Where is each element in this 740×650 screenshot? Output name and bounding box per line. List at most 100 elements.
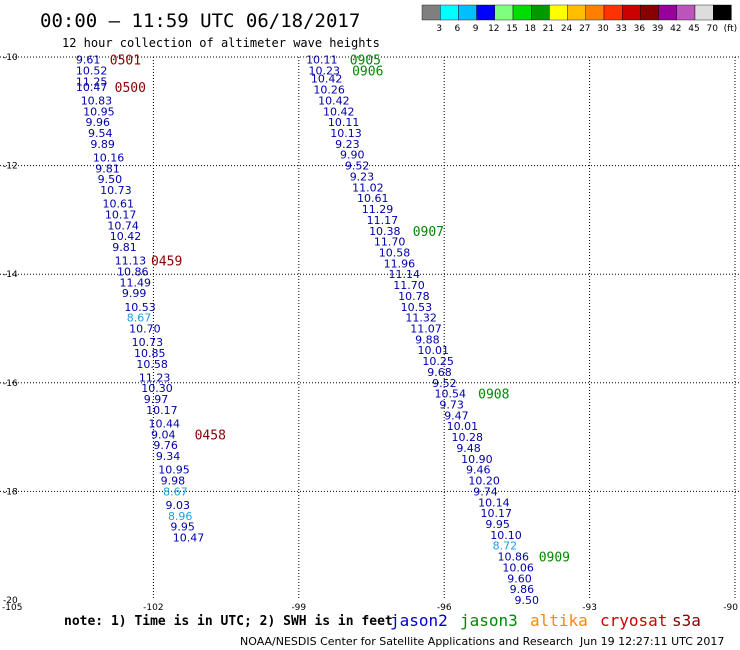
- wave-height-label: 9.98: [161, 475, 186, 488]
- wave-height-label: 9.96: [86, 116, 111, 129]
- colorbar-tick-label: 9: [473, 24, 479, 34]
- colorbar-swatch: [603, 4, 623, 21]
- wave-height-label: 10.01: [447, 420, 479, 433]
- colorbar-tick-label: 6: [455, 24, 461, 34]
- pass-time-label: 0500: [115, 81, 146, 96]
- wave-height-values: 9.6110.5211.2510.4710.8310.959.969.549.8…: [76, 54, 539, 607]
- legend-entry-s3a: s3a: [672, 611, 701, 630]
- wave-height-label: 10.86: [498, 551, 529, 564]
- colorbar-tick-label: 3: [436, 24, 442, 34]
- credit-text: NOAA/NESDIS Center for Satellite Applica…: [240, 635, 573, 648]
- wave-height-label: 9.54: [88, 127, 113, 140]
- colorbar-swatch: [585, 4, 605, 21]
- wave-height-label: 10.20: [468, 475, 500, 488]
- colorbar-swatch: [622, 4, 641, 21]
- pass-time-label: 0501: [110, 54, 141, 69]
- x-tick-label: -93: [582, 603, 597, 613]
- wave-height-label: 9.99: [122, 287, 147, 300]
- longitude-tick-labels: -105 -102 -99 -96 -93 -90: [2, 603, 738, 613]
- wave-height-label: 10.30: [141, 382, 173, 395]
- y-tick-label: -10: [3, 53, 18, 63]
- wave-height-label: 9.48: [456, 442, 481, 455]
- wave-height-label: 8.72: [493, 540, 517, 553]
- wave-height-label: 9.61: [76, 54, 101, 67]
- wave-height-label: 11.70: [374, 236, 406, 249]
- generated-timestamp: Jun 19 12:27:11 UTC 2017: [579, 635, 724, 648]
- colorbar-tick-label: 30: [597, 24, 609, 34]
- wave-height-label: 10.85: [134, 347, 166, 360]
- colorbar-swatch: [676, 4, 696, 21]
- wave-height-label: 9.52: [432, 377, 457, 390]
- wave-height-label: 9.23: [350, 170, 375, 183]
- pass-time-label: 0458: [195, 428, 226, 443]
- colorbar-swatch: [658, 4, 677, 21]
- colorbar-swatch: [531, 4, 550, 21]
- wave-height-label: 9.89: [90, 138, 115, 151]
- wave-height-label: 10.83: [81, 94, 113, 107]
- wave-height-label: 11.07: [410, 323, 442, 336]
- colorbar-tick-label: 24: [561, 24, 573, 34]
- wave-height-label: 10.38: [369, 225, 401, 238]
- wave-height-label: 10.06: [502, 561, 534, 574]
- wave-height-label: 10.42: [323, 105, 355, 118]
- wave-height-label: 10.13: [330, 127, 362, 140]
- colorbar-tick-label: 21: [543, 24, 554, 34]
- legend-entry-altika: altika: [530, 611, 588, 630]
- x-tick-label: -105: [2, 603, 22, 613]
- x-tick-label: -99: [291, 603, 306, 613]
- pass-time-label: 0905: [350, 54, 381, 69]
- x-tick-label: -102: [143, 603, 163, 613]
- legend-entry-jason2: jason2: [390, 611, 448, 630]
- wave-height-label: 9.34: [156, 450, 181, 463]
- colorbar-tick-label: (ft): [724, 24, 738, 34]
- pass-time-label: 0909: [539, 551, 570, 566]
- colorbar-swatch: [494, 4, 514, 21]
- colorbar-swatch: [640, 4, 659, 21]
- wave-height-label: 10.25: [422, 355, 454, 368]
- wave-height-label: 10.54: [435, 388, 467, 401]
- wave-height-label: 10.26: [313, 84, 345, 97]
- colorbar-swatch: [458, 4, 477, 21]
- colorbar-tick-label: 42: [670, 24, 681, 34]
- latitude-tick-labels: -10 -12 -14 -16 -18 -20: [3, 53, 18, 606]
- wave-height-label: 9.86: [510, 583, 535, 596]
- wave-height-label: 9.04: [151, 428, 176, 441]
- wave-height-label: 10.11: [306, 54, 338, 67]
- wave-height-label: 11.96: [384, 257, 416, 270]
- wave-height-label: 10.47: [173, 532, 205, 545]
- colorbar-tick-label: 39: [652, 24, 664, 34]
- colorbar-tick-label: 15: [506, 24, 517, 34]
- colorbar-tick-label: 33: [615, 24, 626, 34]
- wave-height-label: 11.49: [119, 276, 150, 289]
- wave-height-label: 9.68: [427, 366, 452, 379]
- wave-height-label: 10.73: [132, 336, 164, 349]
- wave-height-label: 11.23: [139, 371, 171, 384]
- wave-height-label: 10.16: [93, 151, 125, 164]
- wave-height-label: 8.67: [163, 485, 188, 498]
- wave-height-label: 10.74: [107, 219, 138, 232]
- chart-title: 00:00 – 11:59 UTC 06/18/2017: [40, 10, 360, 32]
- wave-height-label: 10.44: [149, 418, 181, 431]
- pass-time-label: 0906: [352, 65, 383, 80]
- wave-height-label: 10.58: [379, 246, 411, 259]
- wave-height-label: 10.95: [158, 464, 190, 477]
- y-tick-label: -12: [3, 162, 18, 172]
- wave-height-label: 9.03: [166, 499, 191, 512]
- wave-height-label: 10.78: [398, 290, 430, 303]
- wave-height-label: 10.23: [308, 65, 340, 78]
- wave-height-label: 9.95: [170, 521, 195, 534]
- colorbar-swatch: [421, 4, 441, 21]
- wave-height-label: 9.52: [345, 160, 370, 173]
- wave-height-label: 10.52: [76, 65, 108, 78]
- colorbar-swatch: [476, 4, 496, 21]
- wave-height-label: 10.17: [105, 208, 137, 221]
- map-grid: [0, 56, 740, 600]
- wave-height-label: 11.32: [405, 312, 437, 325]
- colorbar-swatch: [713, 4, 732, 21]
- wave-height-label: 9.90: [340, 149, 365, 162]
- pass-time-label: 0907: [413, 225, 444, 240]
- colorbar-tick-label: 45: [688, 24, 699, 34]
- wave-height-label: 10.90: [461, 453, 493, 466]
- wave-height-label: 11.17: [367, 214, 399, 227]
